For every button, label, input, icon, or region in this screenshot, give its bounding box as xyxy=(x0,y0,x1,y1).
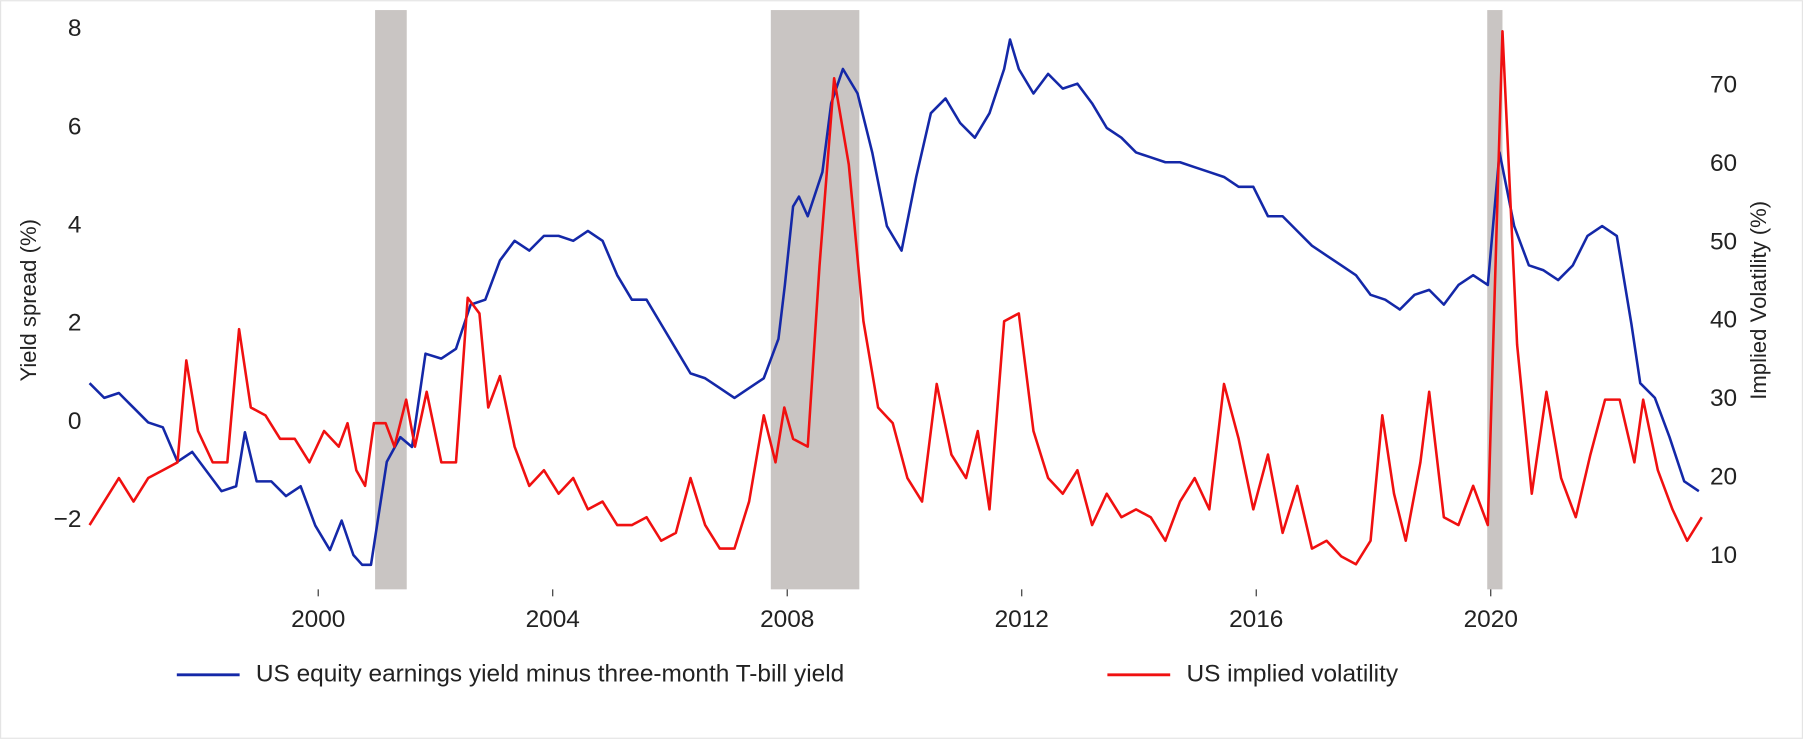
y-tick-label: −2 xyxy=(54,506,82,533)
series-line xyxy=(88,29,1703,566)
recession-shade xyxy=(375,10,407,590)
legend-label: US implied volatility xyxy=(1186,660,1398,687)
x-tick-label: 2000 xyxy=(291,606,345,633)
x-tick-label: 2012 xyxy=(995,606,1049,633)
y2-tick-label: 40 xyxy=(1710,307,1737,334)
y2-tick-label: 50 xyxy=(1710,228,1737,255)
y-tick-label: 2 xyxy=(68,310,82,337)
y-tick-label: 4 xyxy=(68,212,82,239)
y-tick-label: 6 xyxy=(68,113,82,140)
legend-label: US equity earnings yield minus three-mon… xyxy=(256,660,844,687)
y2-tick-label: 20 xyxy=(1710,463,1737,490)
x-tick-label: 2020 xyxy=(1464,606,1518,633)
x-tick-label: 2004 xyxy=(526,606,580,633)
y2-axis-title: Implied Volatility (%) xyxy=(1746,201,1771,400)
x-tick-label: 2008 xyxy=(760,606,814,633)
recession-shade xyxy=(770,10,860,590)
series-line xyxy=(88,38,1700,567)
shading-layer xyxy=(375,10,1503,590)
y-axis-title: Yield spread (%) xyxy=(16,219,41,382)
y-tick-label: 0 xyxy=(68,408,82,435)
y2-tick-label: 70 xyxy=(1710,72,1737,99)
plot-layer xyxy=(88,29,1703,567)
x-tick-label: 2016 xyxy=(1229,606,1283,633)
y2-tick-label: 10 xyxy=(1710,542,1737,569)
y2-tick-label: 30 xyxy=(1710,385,1737,412)
y2-tick-label: 60 xyxy=(1710,150,1737,177)
y-tick-label: 8 xyxy=(68,15,82,42)
